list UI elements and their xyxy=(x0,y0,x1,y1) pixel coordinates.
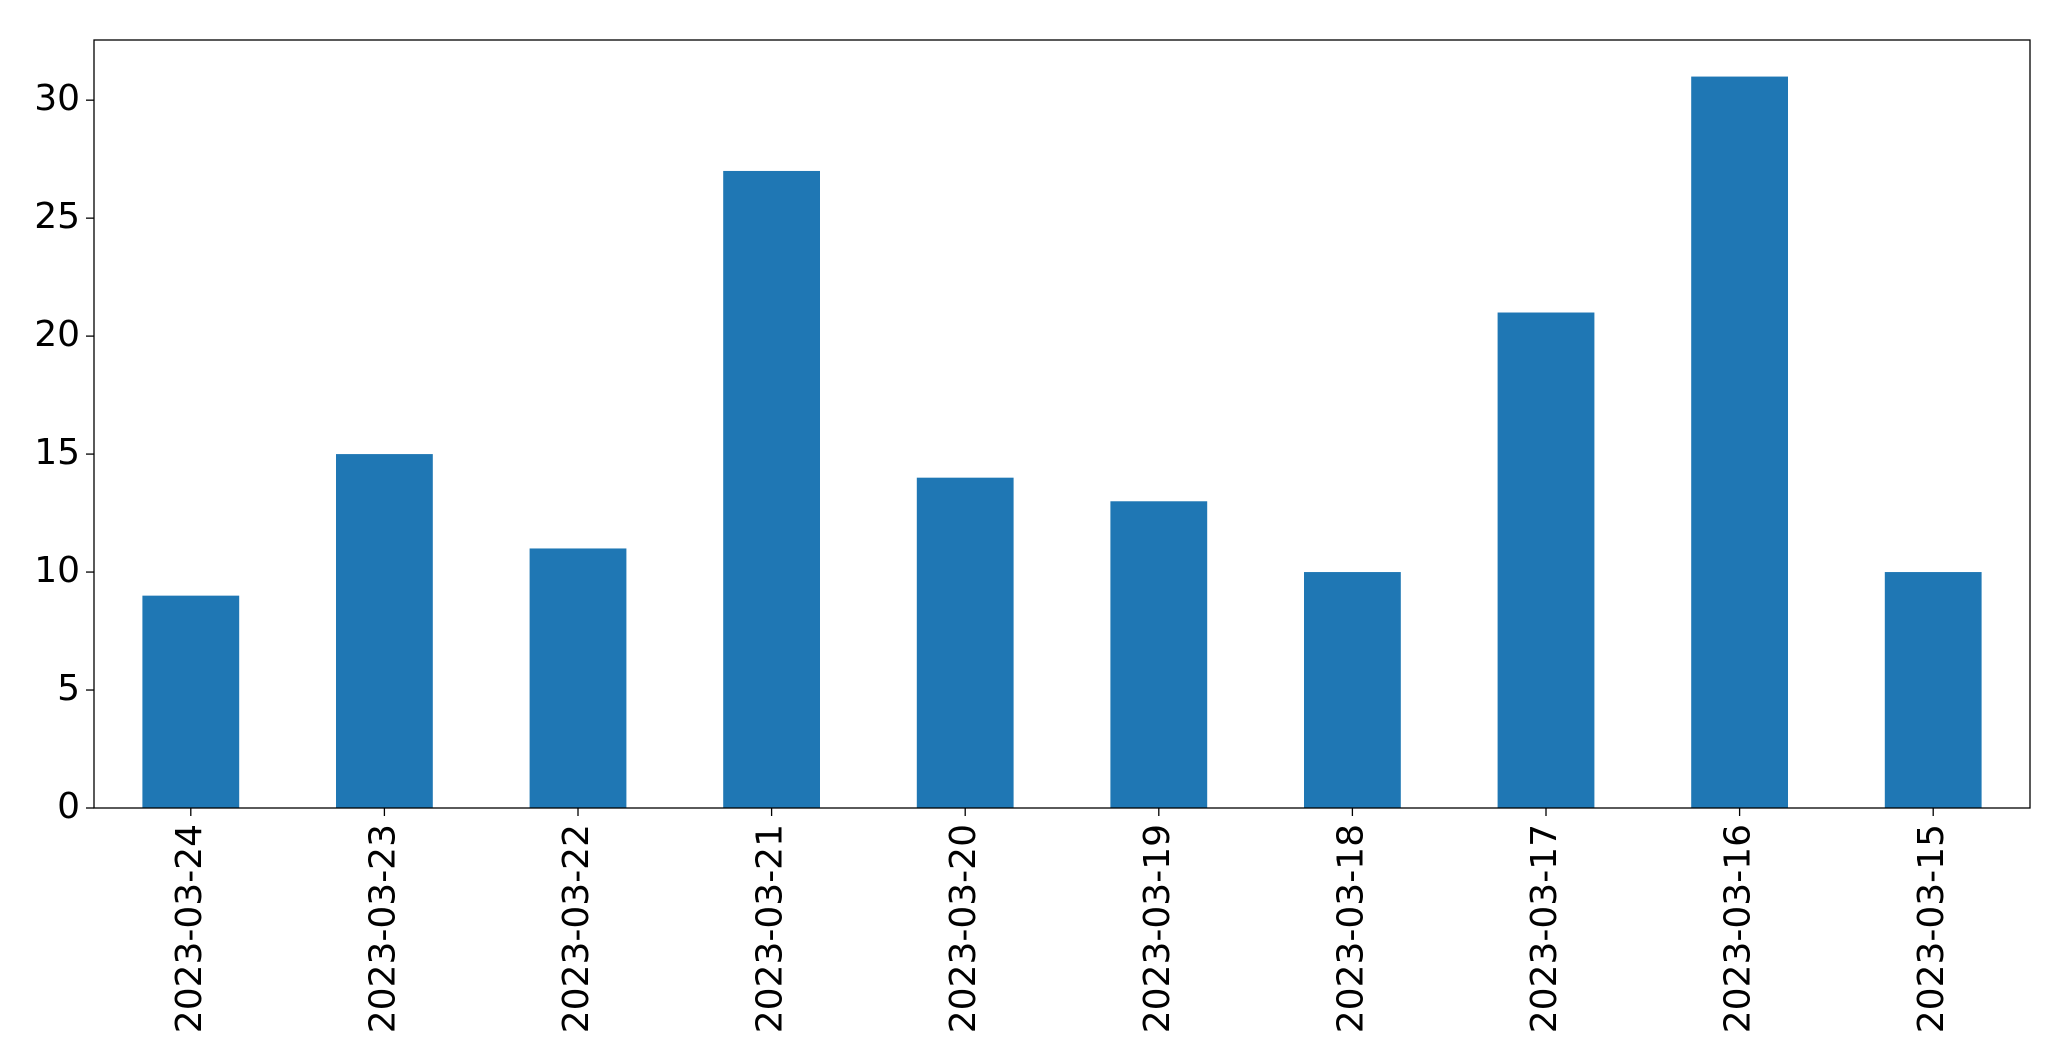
x-tick-label: 2023-03-21 xyxy=(750,824,791,1033)
x-tick-label: 2023-03-24 xyxy=(169,824,210,1033)
bar xyxy=(529,548,627,808)
bar xyxy=(1497,312,1595,808)
y-tick-label: 5 xyxy=(57,668,80,709)
y-tick-label: 20 xyxy=(34,314,80,355)
y-tick-label: 15 xyxy=(34,432,80,473)
bar xyxy=(1304,572,1401,808)
bar xyxy=(1691,76,1788,809)
x-tick-label: 2023-03-18 xyxy=(1330,824,1371,1033)
x-tick-label: 2023-03-17 xyxy=(1524,824,1565,1033)
bar xyxy=(142,595,240,808)
x-tick-label: 2023-03-20 xyxy=(943,824,984,1033)
bar xyxy=(1110,501,1208,808)
y-tick-label: 25 xyxy=(34,196,80,237)
y-tick-label: 0 xyxy=(57,786,80,827)
y-tick-label: 30 xyxy=(34,78,80,119)
x-tick-label: 2023-03-15 xyxy=(1911,824,1952,1033)
x-tick-label: 2023-03-19 xyxy=(1137,824,1178,1033)
bar xyxy=(916,477,1014,808)
x-tick-label: 2023-03-16 xyxy=(1718,824,1759,1033)
x-tick-label: 2023-03-22 xyxy=(556,824,597,1033)
axes-frame xyxy=(93,39,2031,809)
x-tick-label: 2023-03-23 xyxy=(362,824,403,1033)
bar xyxy=(336,454,433,808)
bar xyxy=(723,170,820,808)
bar xyxy=(1884,572,1982,808)
y-tick-label: 10 xyxy=(34,550,80,591)
